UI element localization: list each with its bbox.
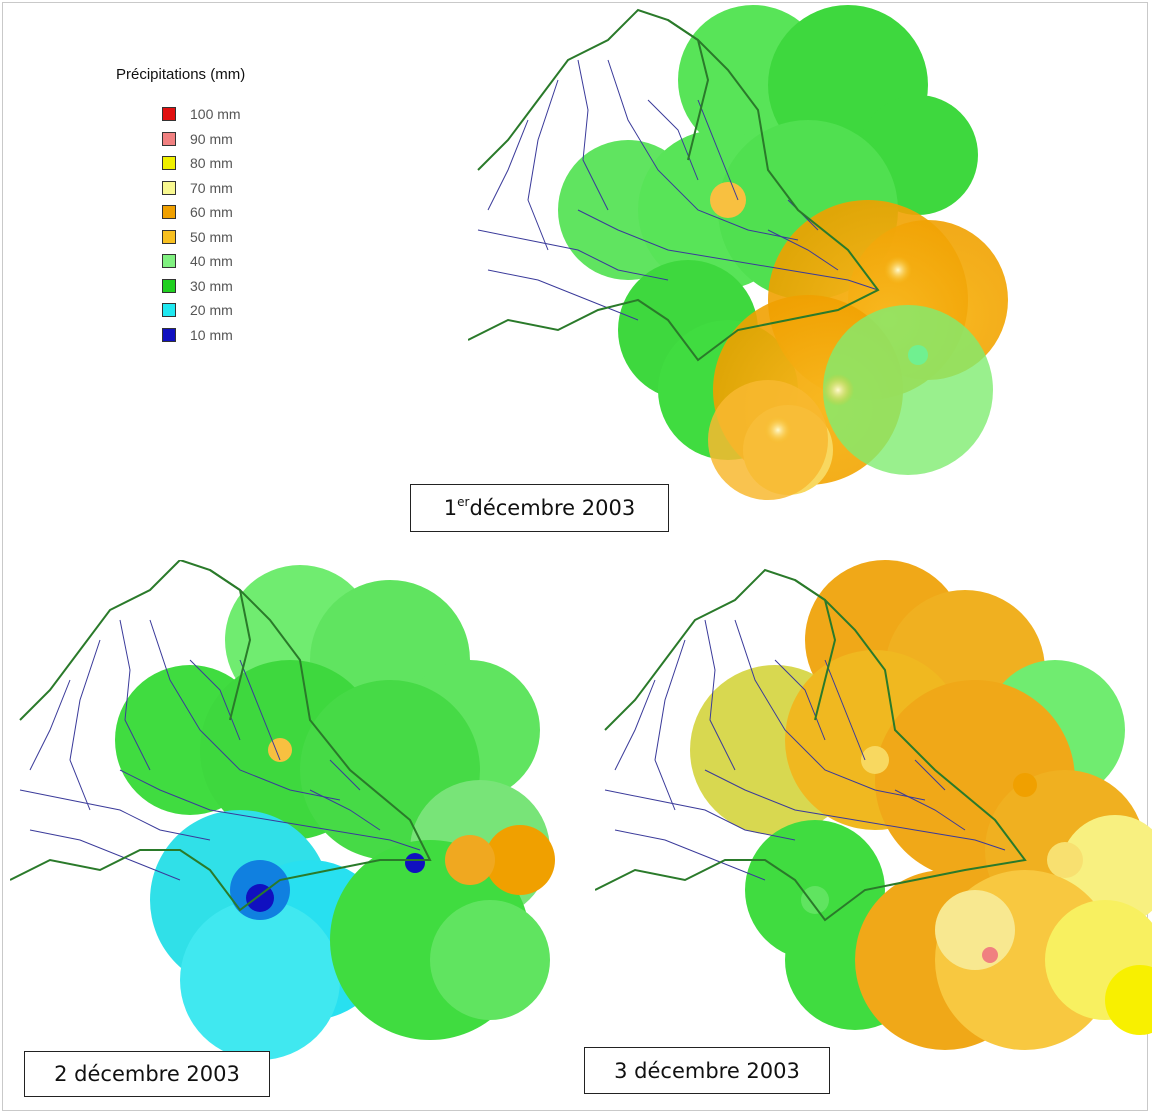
map-dec-2 bbox=[10, 560, 555, 1080]
legend-swatch bbox=[162, 254, 176, 269]
legend-swatch bbox=[162, 303, 176, 318]
legend-label: 10 mm bbox=[190, 326, 233, 343]
legend-item: 30 mm bbox=[162, 274, 250, 299]
legend-item: 60 mm bbox=[162, 200, 250, 225]
caption-dec-3-main: 3 décembre 2003 bbox=[614, 1058, 800, 1083]
legend-label: 60 mm bbox=[190, 204, 233, 221]
legend-label: 80 mm bbox=[190, 155, 233, 172]
legend-swatch bbox=[162, 229, 176, 244]
legend-label: 30 mm bbox=[190, 277, 233, 294]
legend-item: 50 mm bbox=[162, 225, 250, 250]
precip-surface bbox=[558, 5, 1008, 500]
legend-label: 70 mm bbox=[190, 179, 233, 196]
map-dec-2-svg bbox=[10, 560, 555, 1060]
legend-title: Précipitations (mm) bbox=[116, 66, 246, 83]
legend-swatch bbox=[162, 327, 176, 342]
legend-swatch bbox=[162, 205, 176, 220]
caption-dec-2-main: 2 décembre 2003 bbox=[54, 1062, 240, 1086]
watershed-boundary bbox=[595, 568, 1027, 922]
caption-dec-1: 1 er décembre 2003 bbox=[410, 484, 669, 532]
caption-dec-1-main: 1 bbox=[443, 496, 458, 520]
precip-surface bbox=[115, 565, 555, 1060]
legend-label: 90 mm bbox=[190, 130, 233, 147]
map-dec-1-svg bbox=[468, 5, 1008, 500]
legend-label: 20 mm bbox=[190, 302, 233, 319]
caption-dec-3: 3 décembre 2003 bbox=[584, 1047, 830, 1094]
caption-dec-2: 2 décembre 2003 bbox=[24, 1051, 270, 1097]
legend-item: 20 mm bbox=[162, 298, 250, 323]
precipitation-legend: Précipitations (mm) 100 mm 90 mm 80 mm 70 m… bbox=[108, 62, 298, 352]
legend-label: 40 mm bbox=[190, 253, 233, 270]
river-network bbox=[19, 619, 421, 881]
map-dec-1 bbox=[468, 0, 1008, 500]
legend-item: 40 mm bbox=[162, 249, 250, 274]
river-network bbox=[604, 619, 1006, 881]
legend-swatch bbox=[162, 278, 176, 293]
legend-item: 80 mm bbox=[162, 151, 250, 176]
watershed-boundary bbox=[10, 560, 432, 912]
legend-item: 90 mm bbox=[162, 127, 250, 152]
legend-list: 100 mm 90 mm 80 mm 70 mm 60 mm 50 mm 40 mm 30 m… bbox=[162, 102, 250, 347]
legend-item: 70 mm bbox=[162, 176, 250, 201]
legend-swatch bbox=[162, 131, 176, 146]
legend-swatch bbox=[162, 107, 176, 122]
caption-dec-1-rest: décembre 2003 bbox=[469, 496, 636, 520]
map-dec-3 bbox=[595, 560, 1152, 1060]
legend-item: 10 mm bbox=[162, 323, 250, 348]
legend-label: 100 mm bbox=[190, 106, 241, 123]
legend-item: 100 mm bbox=[162, 102, 250, 127]
river-network bbox=[477, 59, 879, 321]
legend-label: 50 mm bbox=[190, 228, 233, 245]
map-dec-3-svg bbox=[595, 560, 1152, 1050]
legend-swatch bbox=[162, 156, 176, 171]
watershed-boundary bbox=[468, 8, 880, 362]
caption-dec-1-sup: er bbox=[457, 495, 470, 509]
precip-surface bbox=[690, 560, 1152, 1050]
legend-swatch bbox=[162, 180, 176, 195]
